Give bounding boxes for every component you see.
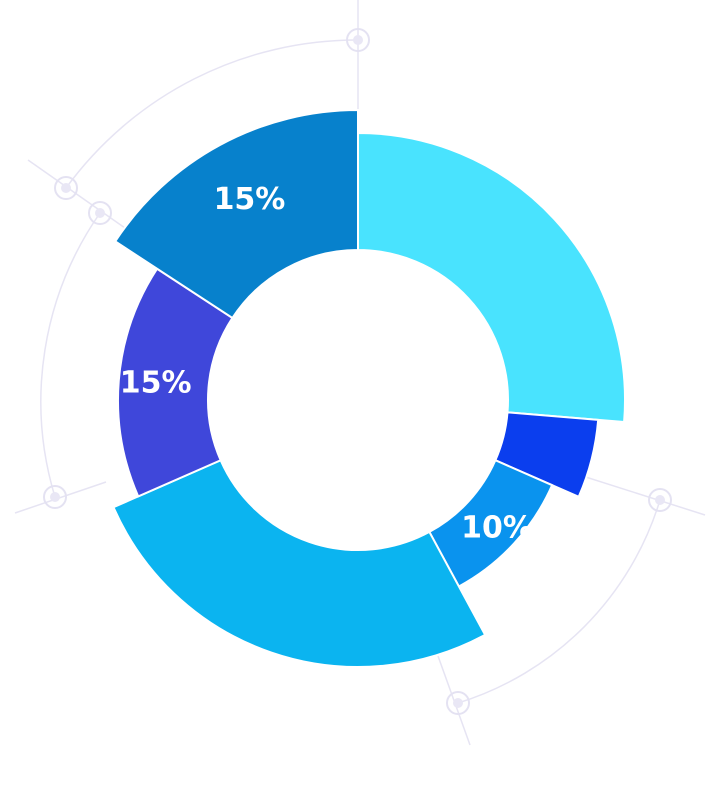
donut-slices: [112, 108, 626, 668]
slice-label-6: 15%: [214, 182, 286, 217]
donut-slice-4: [112, 458, 487, 668]
donut-slice-6: [113, 108, 359, 320]
donut-labels: 10% 15% 15%: [120, 182, 533, 546]
background-decoration: [14, 0, 706, 746]
donut-slice-2: [494, 411, 600, 499]
slice-label-5: 15%: [120, 366, 192, 401]
donut-slice-1: [357, 131, 626, 424]
slice-label-3: 10%: [461, 511, 533, 546]
